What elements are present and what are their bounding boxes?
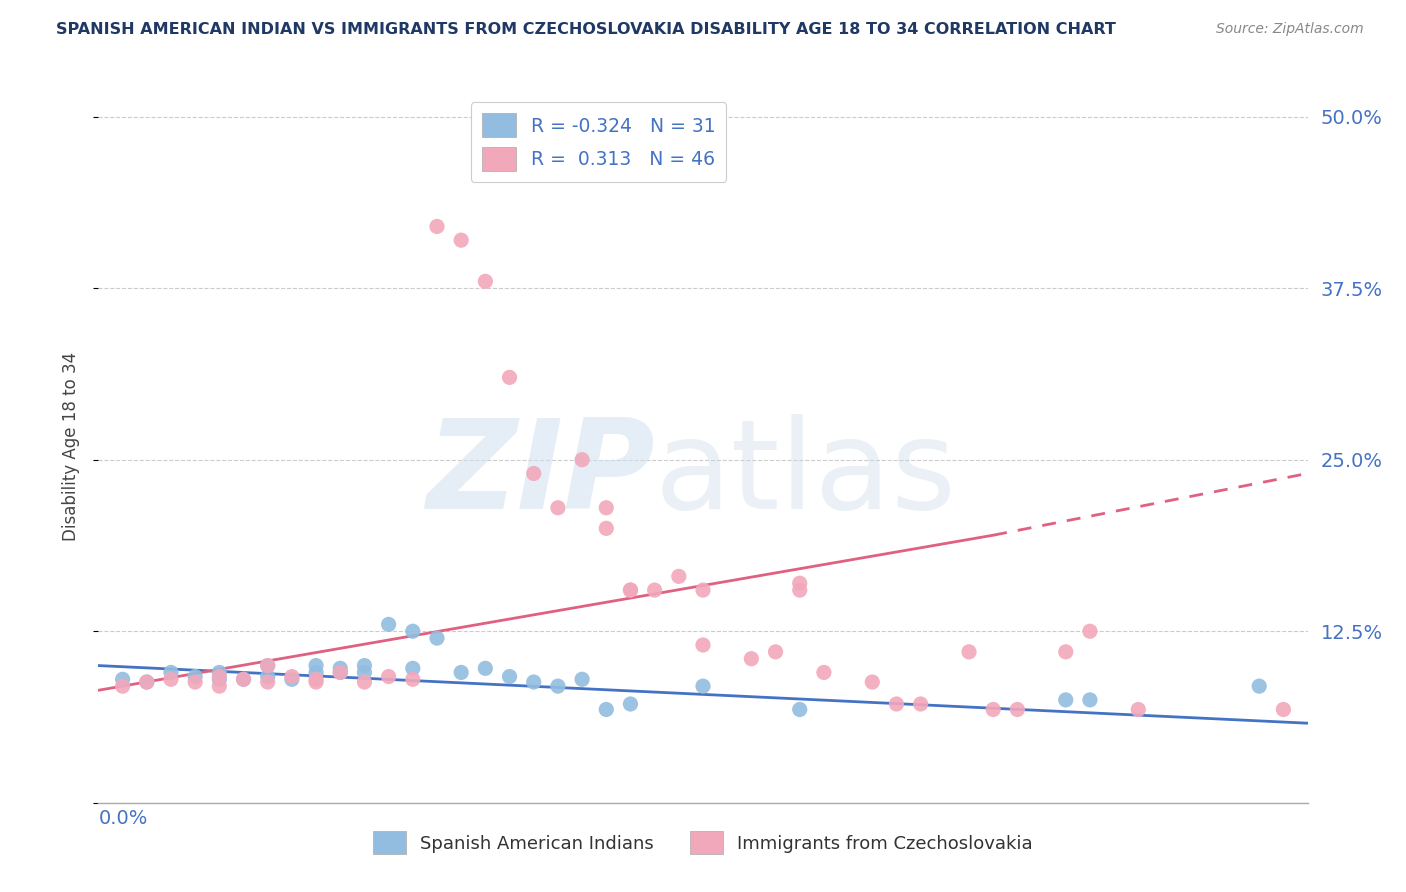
Point [765, 645, 787, 659]
Point [208, 673, 231, 687]
Point [595, 500, 617, 515]
Point [498, 669, 520, 683]
Point [886, 697, 908, 711]
Text: atlas: atlas [655, 414, 956, 535]
Point [353, 658, 375, 673]
Point [910, 697, 932, 711]
Y-axis label: Disability Age 18 to 34: Disability Age 18 to 34 [62, 351, 80, 541]
Text: Source: ZipAtlas.com: Source: ZipAtlas.com [1216, 22, 1364, 37]
Point [184, 675, 207, 690]
Point [329, 665, 352, 680]
Point [377, 669, 399, 683]
Point [619, 583, 641, 598]
Point [692, 638, 714, 652]
Point [281, 673, 304, 687]
Point [450, 665, 472, 680]
Point [450, 233, 472, 247]
Point [668, 569, 690, 583]
Point [111, 679, 134, 693]
Point [402, 673, 425, 687]
Point [1078, 624, 1101, 639]
Point [595, 702, 617, 716]
Point [740, 651, 762, 665]
Point [160, 673, 183, 687]
Point [305, 673, 328, 687]
Point [305, 675, 328, 690]
Text: SPANISH AMERICAN INDIAN VS IMMIGRANTS FROM CZECHOSLOVAKIA DISABILITY AGE 18 TO 3: SPANISH AMERICAN INDIAN VS IMMIGRANTS FR… [56, 22, 1116, 37]
Point [619, 697, 641, 711]
Point [135, 675, 157, 690]
Point [957, 645, 980, 659]
Point [256, 658, 278, 673]
Point [692, 583, 714, 598]
Point [547, 500, 569, 515]
Text: ZIP: ZIP [426, 414, 655, 535]
Point [571, 673, 593, 687]
Point [619, 583, 641, 598]
Point [523, 675, 546, 690]
Point [1128, 702, 1150, 716]
Point [981, 702, 1004, 716]
Point [523, 467, 546, 481]
Point [1272, 702, 1295, 716]
Point [329, 661, 352, 675]
Point [789, 583, 811, 598]
Point [595, 521, 617, 535]
Point [1249, 679, 1271, 693]
Point [1054, 645, 1077, 659]
Point [644, 583, 666, 598]
Point [1054, 693, 1077, 707]
Point [232, 673, 254, 687]
Point [353, 675, 375, 690]
Point [208, 669, 231, 683]
Point [281, 669, 304, 683]
Point [402, 624, 425, 639]
Point [256, 658, 278, 673]
Point [111, 673, 134, 687]
Point [474, 274, 496, 288]
Point [208, 665, 231, 680]
Text: 0.0%: 0.0% [98, 808, 148, 828]
Point [789, 702, 811, 716]
Point [208, 679, 231, 693]
Point [377, 617, 399, 632]
Point [1007, 702, 1029, 716]
Point [474, 661, 496, 675]
Point [135, 675, 157, 690]
Point [426, 219, 449, 234]
Point [353, 665, 375, 680]
Point [498, 370, 520, 384]
Point [789, 576, 811, 591]
Point [571, 452, 593, 467]
Point [329, 665, 352, 680]
Point [547, 679, 569, 693]
Point [426, 631, 449, 645]
Point [1078, 693, 1101, 707]
Point [305, 658, 328, 673]
Point [692, 679, 714, 693]
Legend: Spanish American Indians, Immigrants from Czechoslovakia: Spanish American Indians, Immigrants fro… [366, 824, 1040, 862]
Point [256, 675, 278, 690]
Point [860, 675, 883, 690]
Point [402, 661, 425, 675]
Point [256, 669, 278, 683]
Point [232, 673, 254, 687]
Point [160, 665, 183, 680]
Point [813, 665, 835, 680]
Point [184, 669, 207, 683]
Point [305, 665, 328, 680]
